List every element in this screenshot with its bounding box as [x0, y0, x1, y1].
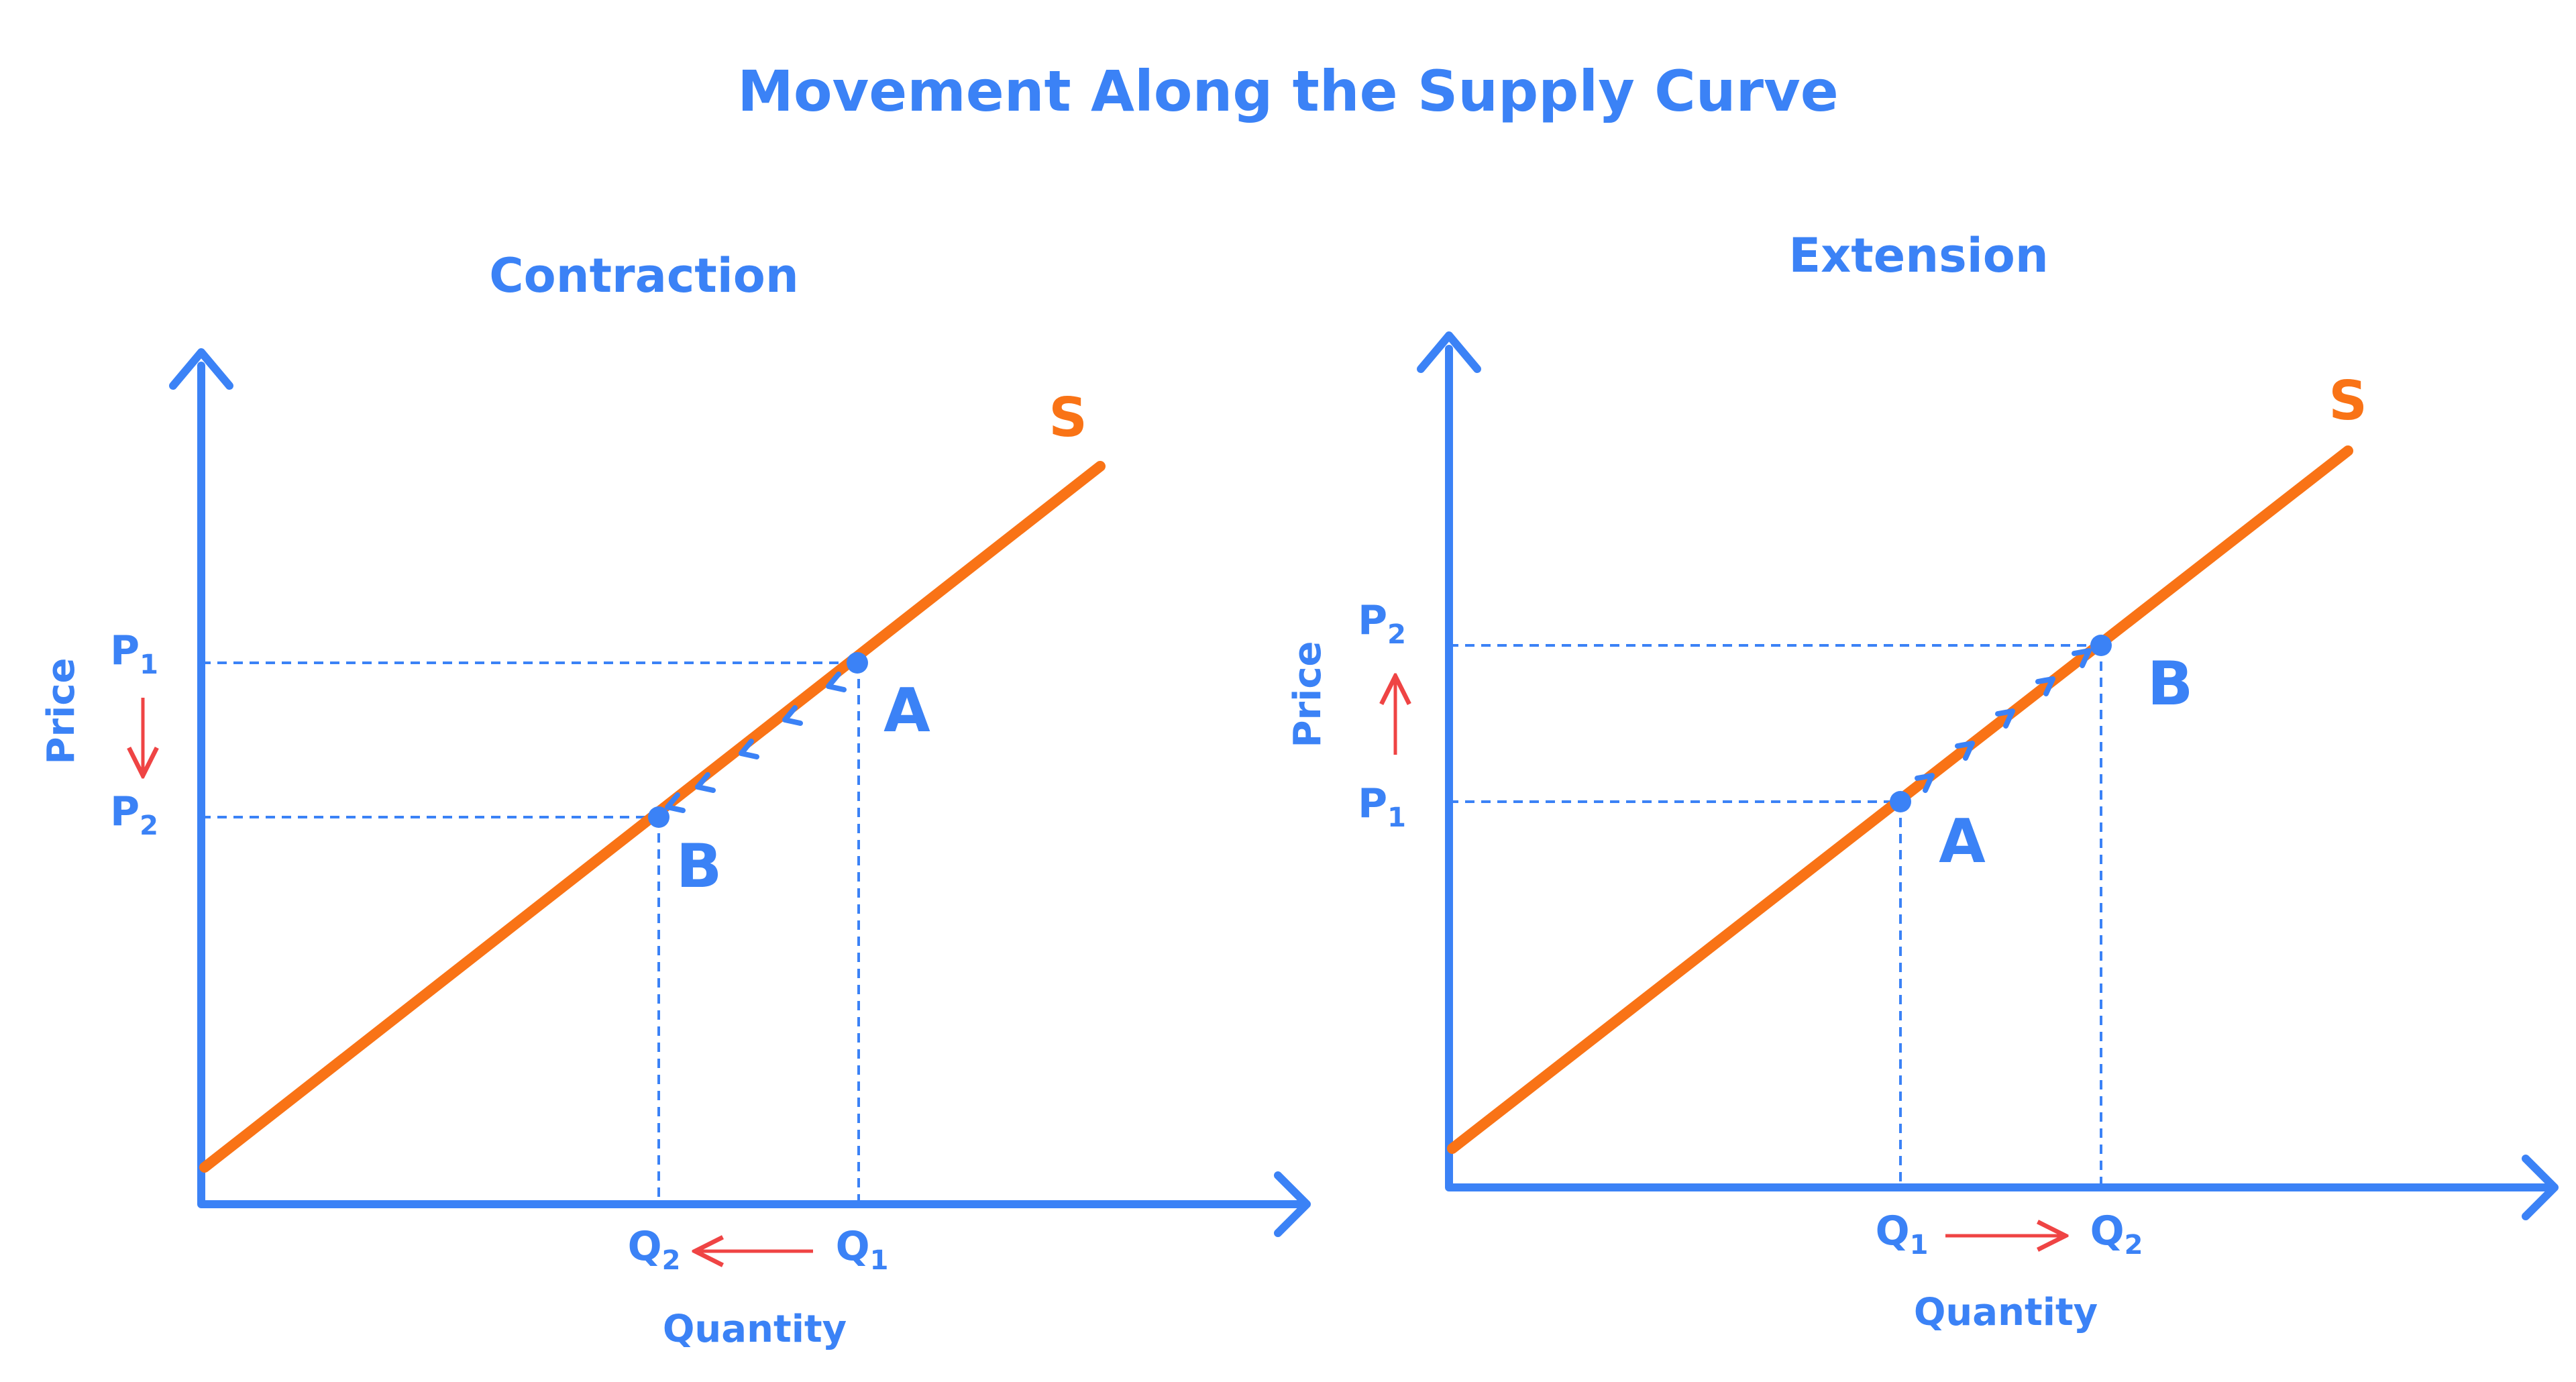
- tick-main: Q: [836, 1223, 870, 1270]
- qty-label-q2: Q2: [628, 1223, 681, 1276]
- movement-chevron: [826, 672, 847, 692]
- movement-chevron: [1995, 708, 2015, 729]
- tick-sub: 2: [662, 1245, 681, 1276]
- tick-sub: 1: [870, 1245, 889, 1276]
- point-b: [2090, 635, 2112, 656]
- tick-sub: 1: [140, 649, 158, 680]
- price-label-p1: P1: [110, 627, 158, 680]
- tick-main: P: [1358, 597, 1387, 644]
- qty-label-q1: Q1: [1876, 1208, 1929, 1261]
- tick-main: Q: [628, 1223, 662, 1270]
- tick-sub: 1: [1387, 802, 1406, 833]
- supply-curve-label: S: [2328, 370, 2367, 432]
- tick-sub: 2: [2125, 1230, 2143, 1261]
- tick-main: Q: [1876, 1208, 1910, 1255]
- supply-curve-label: S: [1049, 386, 1087, 449]
- movement-arrows: [1915, 648, 2092, 793]
- tick-sub: 2: [1387, 619, 1406, 650]
- movement-chevron: [1915, 773, 1935, 793]
- x-axis-arrowhead: [2522, 1155, 2559, 1220]
- axes: [1445, 345, 2550, 1191]
- movement-chevron: [739, 739, 759, 759]
- movement-chevron: [1955, 741, 1975, 761]
- y-axis-arrowhead: [169, 348, 233, 390]
- panel-extension: Extension S A B P2 P1 Price Q1: [1286, 228, 2559, 1334]
- point-b-label: B: [676, 831, 722, 902]
- tick-sub: 2: [140, 810, 158, 841]
- movement-arrows: [665, 672, 847, 813]
- x-axis-arrowhead: [1274, 1171, 1311, 1237]
- panel-title-extension: Extension: [1788, 228, 2048, 283]
- movement-chevron: [665, 792, 686, 813]
- qty-label-q2: Q2: [2090, 1208, 2143, 1261]
- panel-contraction: Contraction S A B P1 P2 Price: [40, 248, 1311, 1351]
- qty-label-q1: Q1: [836, 1223, 889, 1276]
- tick-main: P: [1358, 780, 1387, 827]
- y-axis-label: Price: [40, 657, 83, 764]
- page-title: Movement Along the Supply Curve: [737, 58, 1839, 124]
- point-b-label: B: [2147, 649, 2194, 719]
- price-label-p1: P1: [1358, 780, 1406, 833]
- axes: [197, 362, 1302, 1208]
- y-axis-label: Price: [1286, 641, 1330, 747]
- x-axis-label: Quantity: [663, 1308, 847, 1351]
- movement-chevron: [782, 705, 803, 726]
- panel-title-contraction: Contraction: [489, 248, 798, 303]
- point-a-label: A: [1939, 806, 1986, 877]
- price-label-p2: P2: [110, 788, 158, 841]
- x-axis-label: Quantity: [1914, 1291, 2098, 1334]
- y-axis-arrowhead: [1417, 331, 1481, 373]
- movement-chevron: [2072, 648, 2092, 668]
- movement-chevron: [2035, 676, 2055, 696]
- point-b: [648, 806, 669, 828]
- tick-main: Q: [2090, 1208, 2125, 1255]
- price-label-p2: P2: [1358, 597, 1406, 650]
- tick-main: P: [110, 627, 140, 674]
- tick-main: P: [110, 788, 140, 835]
- tick-sub: 1: [1910, 1230, 1929, 1261]
- point-a: [847, 652, 868, 674]
- movement-chevron: [695, 772, 716, 793]
- point-a: [1890, 791, 1911, 812]
- point-a-label: A: [883, 676, 930, 746]
